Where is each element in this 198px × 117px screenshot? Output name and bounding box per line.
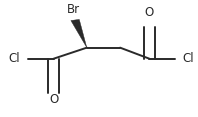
Text: Br: Br: [67, 3, 80, 16]
Text: Cl: Cl: [183, 52, 194, 65]
Text: Cl: Cl: [9, 52, 20, 65]
Text: O: O: [49, 93, 58, 106]
Polygon shape: [71, 19, 87, 48]
Text: O: O: [145, 6, 154, 19]
